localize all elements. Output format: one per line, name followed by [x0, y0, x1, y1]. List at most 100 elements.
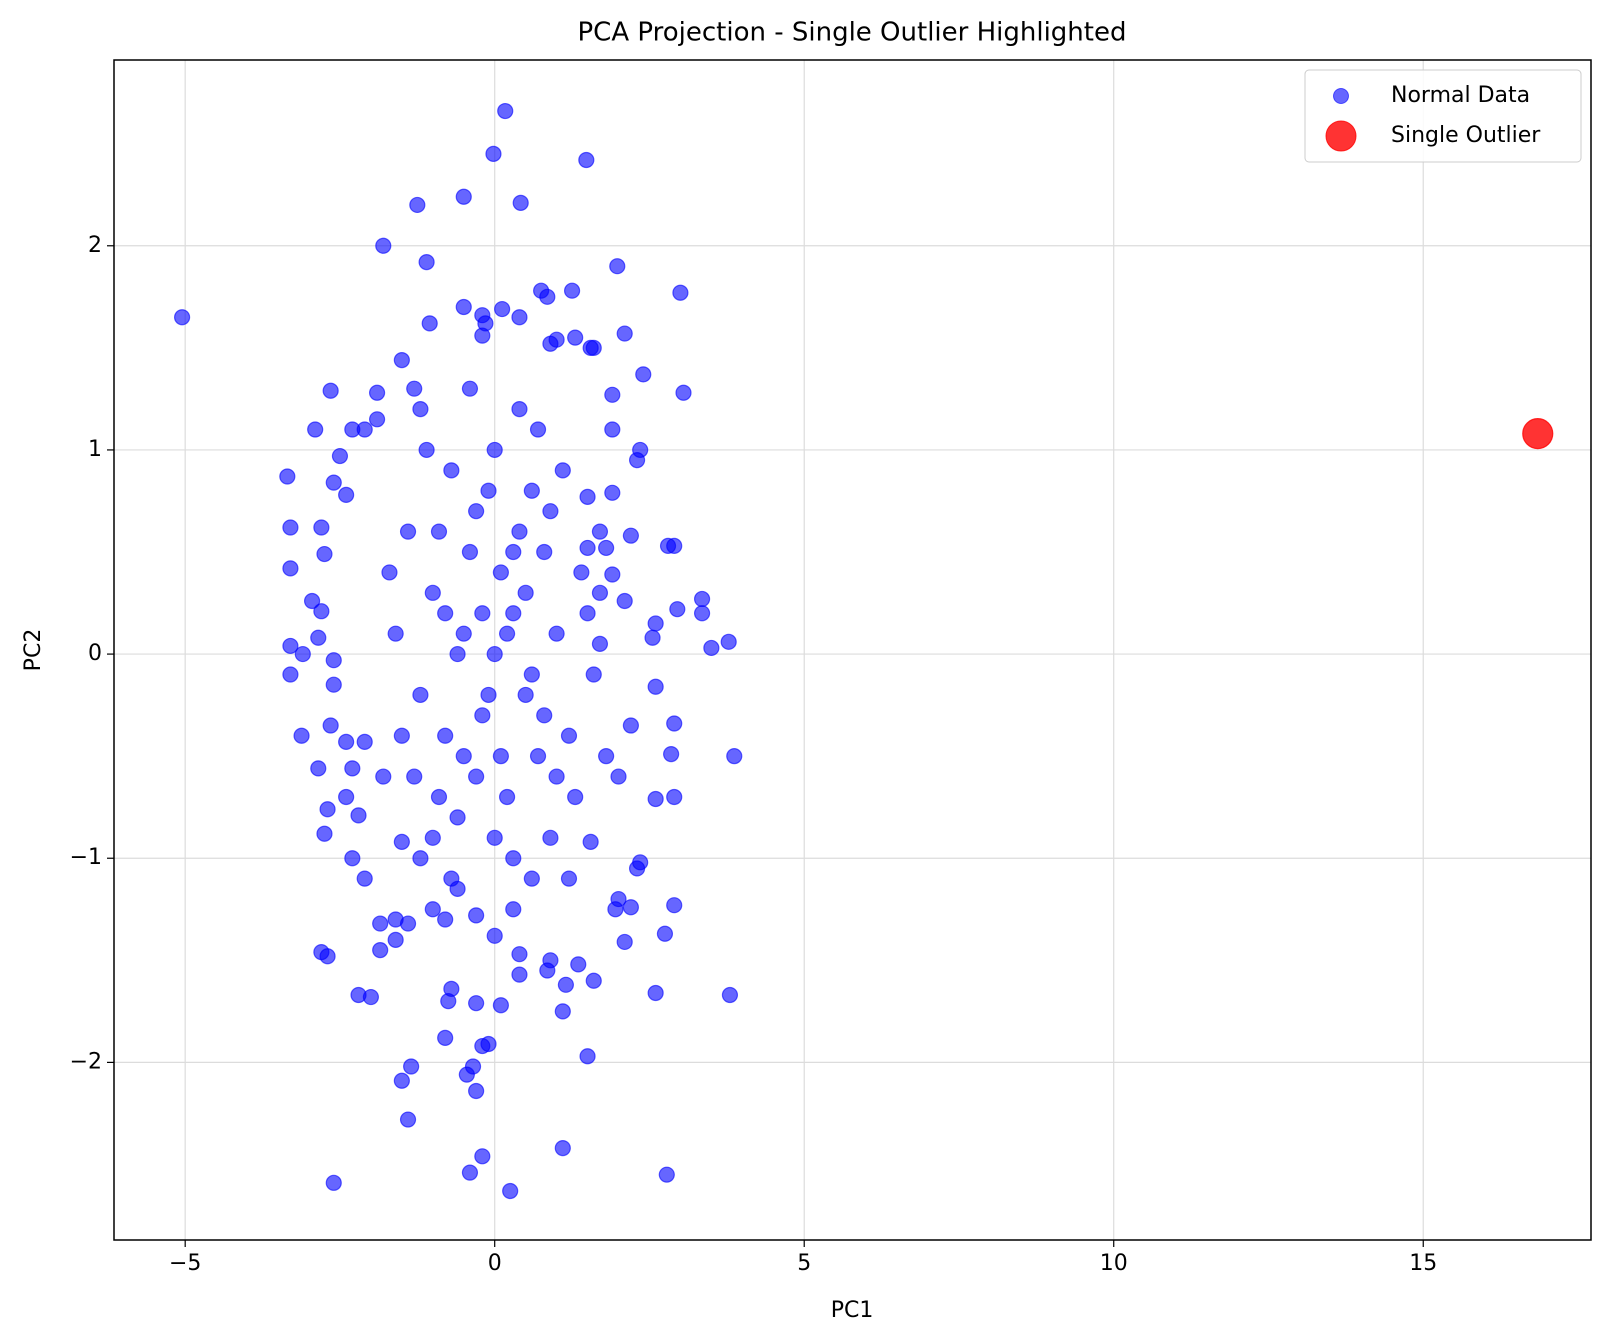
- data-point: [591, 635, 609, 652]
- data-point: [610, 890, 627, 908]
- data-point: [356, 870, 373, 887]
- data-point: [418, 254, 435, 271]
- data-point: [455, 625, 472, 642]
- x-tick-label: 0: [488, 1251, 502, 1276]
- data-point: [703, 639, 720, 657]
- data-point: [604, 484, 621, 501]
- data-point: [517, 686, 534, 704]
- legend-box: [1304, 69, 1582, 163]
- data-point: [582, 833, 599, 851]
- y-tick-label: 2: [88, 233, 102, 258]
- data-point: [316, 545, 333, 563]
- data-point: [579, 539, 596, 557]
- data-point: [449, 809, 466, 826]
- data-point: [573, 564, 590, 581]
- data-point: [421, 315, 438, 332]
- data-point: [313, 603, 330, 620]
- data-point: [554, 1140, 571, 1157]
- data-point: [666, 897, 683, 914]
- data-point: [293, 727, 310, 744]
- data-point: [644, 629, 661, 646]
- data-point: [350, 807, 367, 824]
- data-point: [542, 952, 559, 969]
- data-point: [616, 592, 633, 610]
- data-point: [632, 854, 649, 871]
- data-point: [325, 676, 342, 693]
- data-point: [418, 441, 435, 459]
- data-point: [542, 503, 559, 520]
- data-point: [656, 925, 674, 942]
- data-point: [492, 997, 509, 1014]
- data-point: [604, 421, 621, 438]
- data-point: [319, 948, 336, 965]
- data-point: [372, 942, 389, 959]
- data-point: [282, 637, 299, 655]
- data-point: [173, 309, 191, 326]
- data-point: [393, 727, 410, 744]
- data-point: [282, 560, 299, 577]
- data-point: [622, 527, 639, 544]
- data-point: [486, 645, 503, 663]
- data-point: [310, 629, 327, 646]
- data-point: [381, 564, 398, 581]
- data-point: [505, 543, 522, 561]
- chart-title: PCA Projection - Single Outlier Highligh…: [578, 18, 1127, 48]
- data-point: [604, 386, 621, 403]
- data-point: [474, 1148, 491, 1165]
- data-point: [616, 325, 633, 342]
- data-point: [443, 870, 460, 887]
- data-point: [658, 1166, 675, 1183]
- data-point: [548, 625, 565, 642]
- data-point: [279, 468, 296, 485]
- data-point: [693, 605, 711, 622]
- data-point: [560, 870, 578, 887]
- y-tick-label: 0: [88, 641, 102, 666]
- data-point: [635, 366, 652, 383]
- data-point: [480, 686, 497, 704]
- data-point: [344, 850, 361, 867]
- data-point: [356, 733, 373, 750]
- data-point: [468, 768, 485, 785]
- data-point: [437, 727, 454, 744]
- data-point: [412, 850, 429, 867]
- data-point: [511, 401, 528, 418]
- data-point: [539, 288, 556, 305]
- data-point: [591, 584, 609, 601]
- data-point: [517, 584, 534, 601]
- data-point: [647, 615, 664, 632]
- data-point: [322, 382, 339, 399]
- data-point: [424, 584, 441, 601]
- data-point: [325, 474, 342, 491]
- data-point: [604, 566, 621, 583]
- data-point: [356, 421, 373, 438]
- data-point: [693, 590, 711, 608]
- data-point: [647, 678, 664, 695]
- data-point: [387, 931, 404, 948]
- data-point: [675, 384, 692, 401]
- data-point: [486, 829, 503, 846]
- data-point: [585, 666, 602, 683]
- data-point: [322, 717, 339, 734]
- legend-label: Single Outlier: [1391, 123, 1541, 148]
- x-tick-label: 15: [1409, 1251, 1437, 1276]
- data-point: [505, 605, 522, 622]
- data-point: [632, 441, 649, 459]
- data-point: [430, 523, 448, 540]
- data-point: [406, 380, 423, 397]
- data-point: [375, 237, 392, 254]
- data-point: [511, 523, 528, 540]
- data-point: [486, 441, 503, 459]
- data-point: [542, 829, 559, 846]
- data-point: [529, 748, 547, 765]
- data-point: [344, 760, 361, 777]
- data-point: [307, 421, 324, 438]
- data-point: [412, 686, 429, 704]
- legend-marker: [1325, 120, 1357, 152]
- data-point: [362, 988, 379, 1006]
- data-point: [567, 329, 584, 346]
- data-point: [464, 1058, 482, 1075]
- data-point: [375, 768, 392, 785]
- data-point: [468, 503, 485, 520]
- data-point: [468, 1082, 485, 1100]
- x-tick-label: −5: [169, 1251, 201, 1276]
